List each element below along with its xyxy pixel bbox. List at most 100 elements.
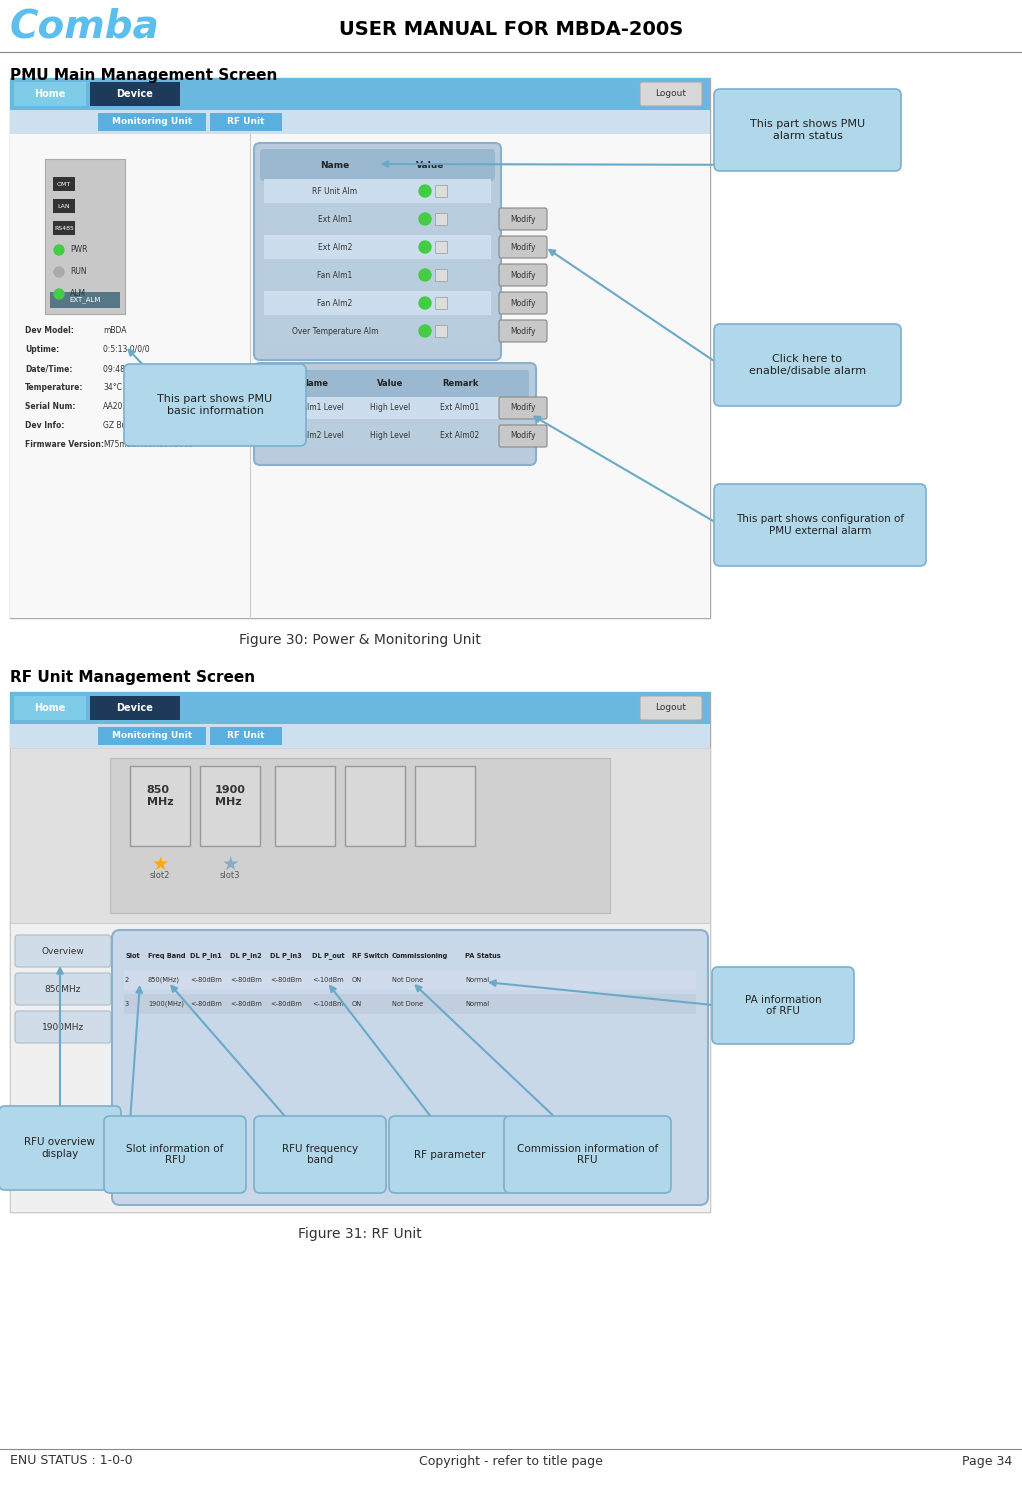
FancyBboxPatch shape <box>714 89 901 171</box>
Circle shape <box>54 245 64 255</box>
Text: Ext Alm2: Ext Alm2 <box>318 243 353 252</box>
Text: 2: 2 <box>125 977 129 983</box>
Text: Normal: Normal <box>465 1000 490 1006</box>
Text: RF Unit Alm: RF Unit Alm <box>313 186 358 195</box>
FancyBboxPatch shape <box>714 324 901 406</box>
Circle shape <box>54 289 64 300</box>
Text: Freq Band: Freq Band <box>148 953 186 959</box>
Text: RF Unit Management Screen: RF Unit Management Screen <box>10 669 256 684</box>
Bar <box>45 160 125 315</box>
Text: RF Unit: RF Unit <box>227 118 265 127</box>
Text: Copyright - refer to title page: Copyright - refer to title page <box>419 1455 603 1467</box>
Bar <box>90 696 180 720</box>
Text: Home: Home <box>35 702 65 713</box>
FancyBboxPatch shape <box>499 292 547 315</box>
FancyBboxPatch shape <box>712 968 854 1044</box>
FancyBboxPatch shape <box>499 236 547 258</box>
Text: Commission information of
RFU: Commission information of RFU <box>517 1144 658 1166</box>
Bar <box>435 213 447 225</box>
Bar <box>14 696 86 720</box>
Text: 09:48:57 01/17/14: 09:48:57 01/17/14 <box>103 364 174 373</box>
Text: High Level: High Level <box>370 431 410 440</box>
Bar <box>130 766 190 845</box>
Circle shape <box>419 268 431 280</box>
Bar <box>415 766 475 845</box>
Circle shape <box>419 297 431 309</box>
FancyBboxPatch shape <box>499 209 547 230</box>
Text: Logout: Logout <box>655 704 687 713</box>
Text: ON: ON <box>352 977 362 983</box>
Text: DL P_in1: DL P_in1 <box>190 953 222 960</box>
Bar <box>435 325 447 337</box>
Bar <box>10 78 710 617</box>
Text: High Level: High Level <box>370 404 410 413</box>
Circle shape <box>419 325 431 337</box>
Bar <box>98 728 206 746</box>
Text: Date/Time:: Date/Time: <box>25 364 73 373</box>
Bar <box>435 185 447 197</box>
Text: <-80dBm: <-80dBm <box>270 977 301 983</box>
Circle shape <box>419 242 431 253</box>
Bar <box>275 766 335 845</box>
Text: <-80dBm: <-80dBm <box>190 977 222 983</box>
Bar <box>50 292 120 309</box>
FancyBboxPatch shape <box>260 149 495 180</box>
Text: This part shows configuration of
PMU external alarm: This part shows configuration of PMU ext… <box>736 514 904 535</box>
Text: ON: ON <box>352 1000 362 1006</box>
Text: RUN: RUN <box>69 267 87 276</box>
Text: PWR: PWR <box>69 246 88 255</box>
Text: DL P_in3: DL P_in3 <box>270 953 301 960</box>
Text: 1900(MHz): 1900(MHz) <box>148 1000 184 1008</box>
Text: Click here to
enable/disable alarm: Click here to enable/disable alarm <box>749 355 866 376</box>
Bar <box>264 425 526 447</box>
FancyBboxPatch shape <box>104 1115 246 1193</box>
Bar <box>264 236 491 259</box>
Text: 3: 3 <box>125 1000 129 1006</box>
Text: 0:5:13 0/0/0: 0:5:13 0/0/0 <box>103 344 149 353</box>
Bar <box>10 692 710 1212</box>
Text: Ext Alm2 Level: Ext Alm2 Level <box>286 431 343 440</box>
Text: Figure 30: Power & Monitoring Unit: Figure 30: Power & Monitoring Unit <box>239 634 481 647</box>
Text: Name: Name <box>301 380 328 389</box>
Bar <box>264 397 526 419</box>
FancyBboxPatch shape <box>15 1011 111 1044</box>
Text: DL P_in2: DL P_in2 <box>230 953 262 960</box>
Text: Modify: Modify <box>510 243 536 252</box>
FancyBboxPatch shape <box>499 425 547 447</box>
Text: Normal: Normal <box>465 977 490 983</box>
Text: Not Done: Not Done <box>392 1000 423 1006</box>
Text: Ext Alm1: Ext Alm1 <box>318 215 353 224</box>
FancyBboxPatch shape <box>499 397 547 419</box>
Text: RF parameter: RF parameter <box>414 1150 485 1160</box>
Text: Figure 31: RF Unit: Figure 31: RF Unit <box>298 1227 422 1241</box>
Text: Dev Info:: Dev Info: <box>25 420 64 429</box>
Bar <box>10 923 710 1212</box>
Text: ★: ★ <box>151 854 169 874</box>
Text: OMT: OMT <box>57 182 72 186</box>
Text: RF Switch: RF Switch <box>352 953 388 959</box>
FancyBboxPatch shape <box>15 935 111 968</box>
Text: <-10dBm: <-10dBm <box>312 977 343 983</box>
Text: Home: Home <box>35 89 65 98</box>
Text: RFU frequency
band: RFU frequency band <box>282 1144 358 1166</box>
FancyBboxPatch shape <box>0 1106 121 1190</box>
Bar <box>200 766 260 845</box>
Bar <box>10 134 710 617</box>
Text: GZ BuildingE-6: GZ BuildingE-6 <box>103 420 160 429</box>
FancyBboxPatch shape <box>499 264 547 286</box>
FancyBboxPatch shape <box>15 974 111 1005</box>
Text: Uptime:: Uptime: <box>25 344 59 353</box>
Text: Slot: Slot <box>125 953 140 959</box>
FancyBboxPatch shape <box>254 1115 386 1193</box>
Text: Remark: Remark <box>442 380 478 389</box>
FancyBboxPatch shape <box>254 362 536 465</box>
Bar <box>10 110 710 134</box>
Text: This part shows PMU
basic information: This part shows PMU basic information <box>157 394 273 416</box>
Text: Ext Alm1 Level: Ext Alm1 Level <box>286 404 343 413</box>
FancyBboxPatch shape <box>124 364 306 446</box>
Text: PA information
of RFU: PA information of RFU <box>745 994 822 1017</box>
Text: Slot information of
RFU: Slot information of RFU <box>127 1144 224 1166</box>
Text: AA20140110025: AA20140110025 <box>103 403 167 412</box>
Bar <box>10 748 710 923</box>
Bar <box>53 221 75 236</box>
